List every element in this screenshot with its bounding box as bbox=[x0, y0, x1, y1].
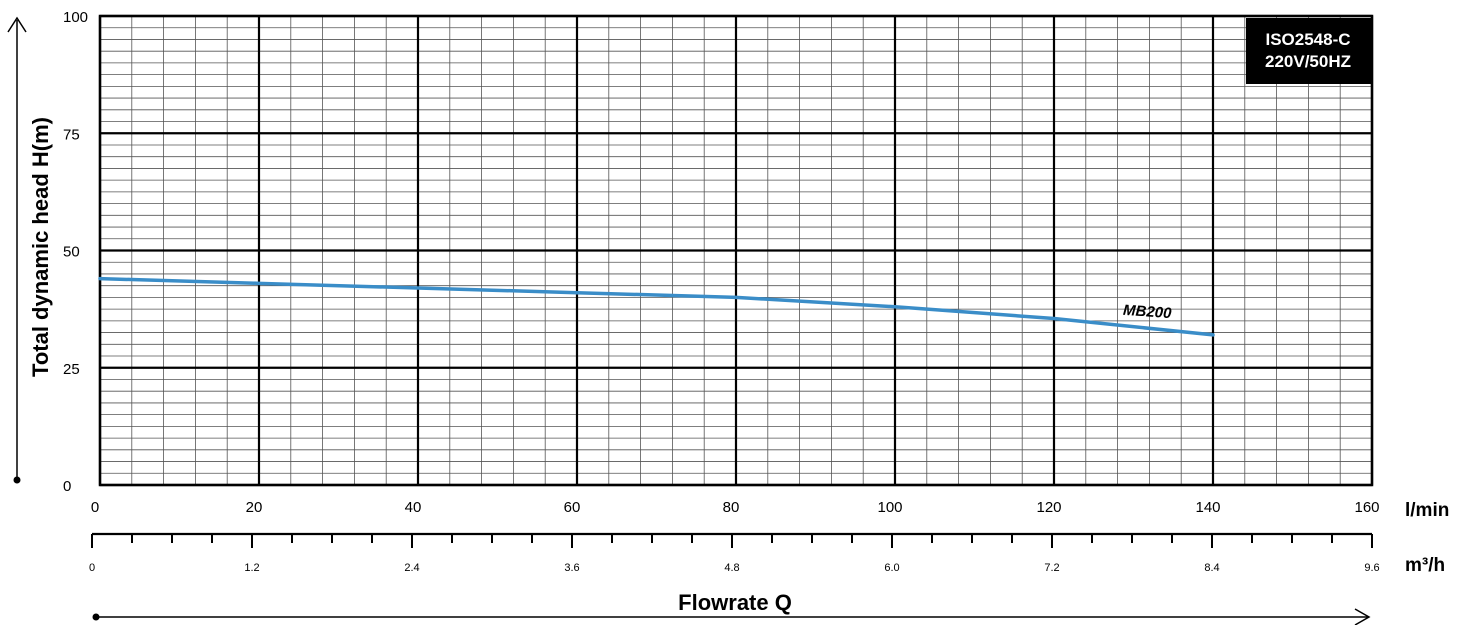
x2-tick-label: 3.6 bbox=[564, 562, 579, 574]
x2-tick-label: 0 bbox=[89, 562, 95, 574]
x2-tick-label: 8.4 bbox=[1204, 562, 1219, 574]
plot-frame bbox=[98, 14, 1374, 487]
y-axis-arrow-origin bbox=[13, 476, 21, 484]
y-tick-label: 0 bbox=[63, 478, 71, 495]
y-tick-label: 100 bbox=[63, 9, 88, 26]
info-box-line-1: ISO2548-C bbox=[1265, 30, 1350, 49]
series-line-mb200 bbox=[98, 276, 1215, 337]
y-tick-label: 75 bbox=[63, 126, 80, 143]
y-tick-label: 50 bbox=[63, 244, 80, 261]
x-tick-label: 160 bbox=[1354, 499, 1379, 516]
x-tick-label: 60 bbox=[564, 499, 581, 516]
info-box-background bbox=[1246, 18, 1371, 84]
y-axis-label: Total dynamic head H(m) bbox=[28, 117, 53, 377]
x-axis-arrow-origin bbox=[92, 613, 100, 621]
x-axis-arrow-head bbox=[1354, 608, 1371, 625]
x2-tick-label: 4.8 bbox=[724, 562, 739, 574]
x-tick-label: 140 bbox=[1195, 499, 1220, 516]
x-axis-label: Flowrate Q bbox=[678, 590, 792, 615]
axes-layer: 0 25 50 75 100 0 20 40 60 80 100 120 140 160 0 1.2 2.4 3.… bbox=[7, 9, 1380, 625]
info-box-line-2: 220V/50HZ bbox=[1265, 52, 1351, 71]
x2-tick-label: 1.2 bbox=[244, 562, 259, 574]
x-tick-label: 120 bbox=[1036, 499, 1061, 516]
x-tick-label: 0 bbox=[91, 499, 99, 516]
x-tick-label: 80 bbox=[723, 499, 740, 516]
x-tick-label: 100 bbox=[877, 499, 902, 516]
x2-tick-label: 2.4 bbox=[404, 562, 419, 574]
x2-tick-label: 6.0 bbox=[884, 562, 899, 574]
x-unit-secondary: m³/h bbox=[1405, 555, 1445, 576]
series-layer: MB200 bbox=[98, 276, 1215, 337]
info-box: ISO2548-C 220V/50HZ bbox=[1246, 18, 1371, 84]
series-label: MB200 bbox=[1123, 302, 1173, 322]
major-grid bbox=[98, 14, 1374, 487]
x-tick-label: 20 bbox=[246, 499, 263, 516]
x2-tick-label: 7.2 bbox=[1044, 562, 1059, 574]
x-unit-primary: l/min bbox=[1405, 500, 1449, 521]
y-tick-label: 25 bbox=[63, 361, 80, 378]
x-tick-label: 40 bbox=[405, 499, 422, 516]
y-axis-arrow-head bbox=[7, 16, 27, 33]
x2-tick-label: 9.6 bbox=[1364, 562, 1379, 574]
